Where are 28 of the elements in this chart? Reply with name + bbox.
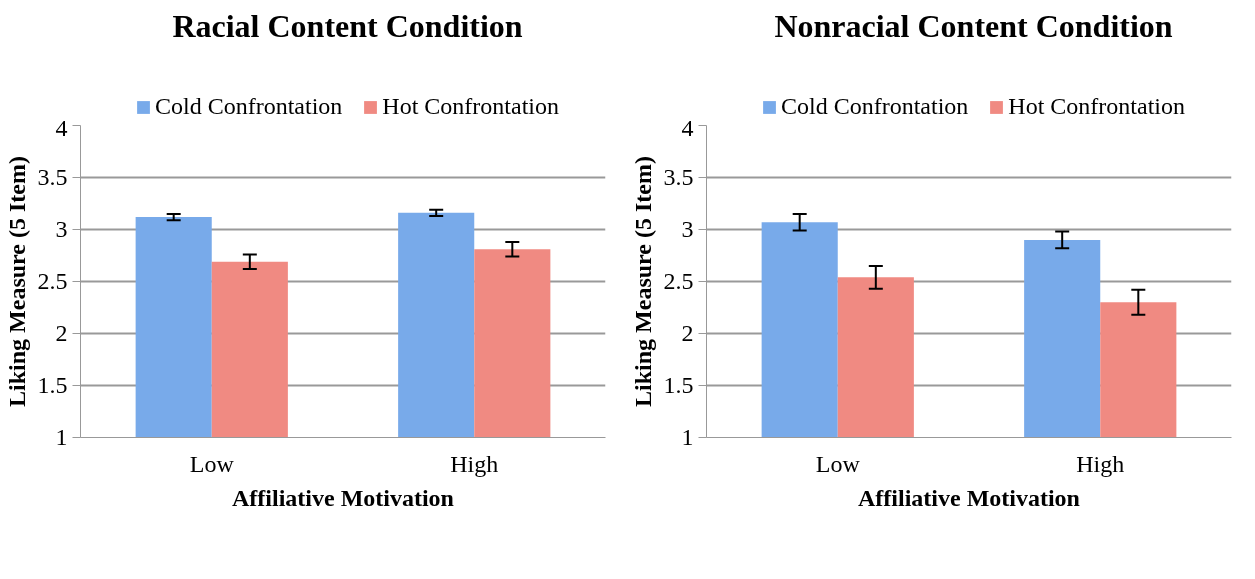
y-tick-label: 1.5 [37, 372, 68, 398]
x-tick-label: High [450, 450, 499, 477]
x-axis-title: Affiliative Motivation [232, 484, 454, 511]
y-tick-label: 3.5 [37, 164, 68, 190]
y-tick-label: 2.5 [663, 268, 694, 294]
y-tick-label: 4 [681, 114, 694, 141]
x-tick-label: Low [815, 450, 861, 477]
y-tick-label: 3.5 [663, 164, 694, 190]
legend-label: Hot Confrontation [1008, 93, 1185, 120]
y-tick-label: 3 [681, 216, 694, 242]
y-axis-title: Liking Measure (5 Item) [3, 156, 30, 407]
legend-label: Cold Confrontation [781, 93, 969, 120]
legend-label: Cold Confrontation [155, 93, 343, 120]
x-axis-title: Affiliative Motivation [858, 484, 1080, 511]
y-tick-label: 2.5 [37, 268, 68, 294]
legend-label: Hot Confrontation [382, 93, 559, 120]
y-tick-label: 1 [681, 424, 694, 450]
y-tick-label: 1 [55, 424, 68, 450]
y-axis-title: Liking Measure (5 Item) [629, 156, 656, 407]
y-tick-label: 2 [55, 320, 68, 346]
x-tick-label: High [1076, 450, 1125, 477]
chart-title: Nonracial Content Condition [774, 7, 1173, 44]
y-tick-label: 1.5 [663, 372, 694, 398]
y-tick-label: 3 [55, 216, 68, 242]
x-tick-label: Low [189, 450, 235, 477]
chart-title: Racial Content Condition [172, 7, 523, 44]
y-tick-label: 2 [681, 320, 694, 346]
y-tick-label: 4 [55, 114, 68, 141]
